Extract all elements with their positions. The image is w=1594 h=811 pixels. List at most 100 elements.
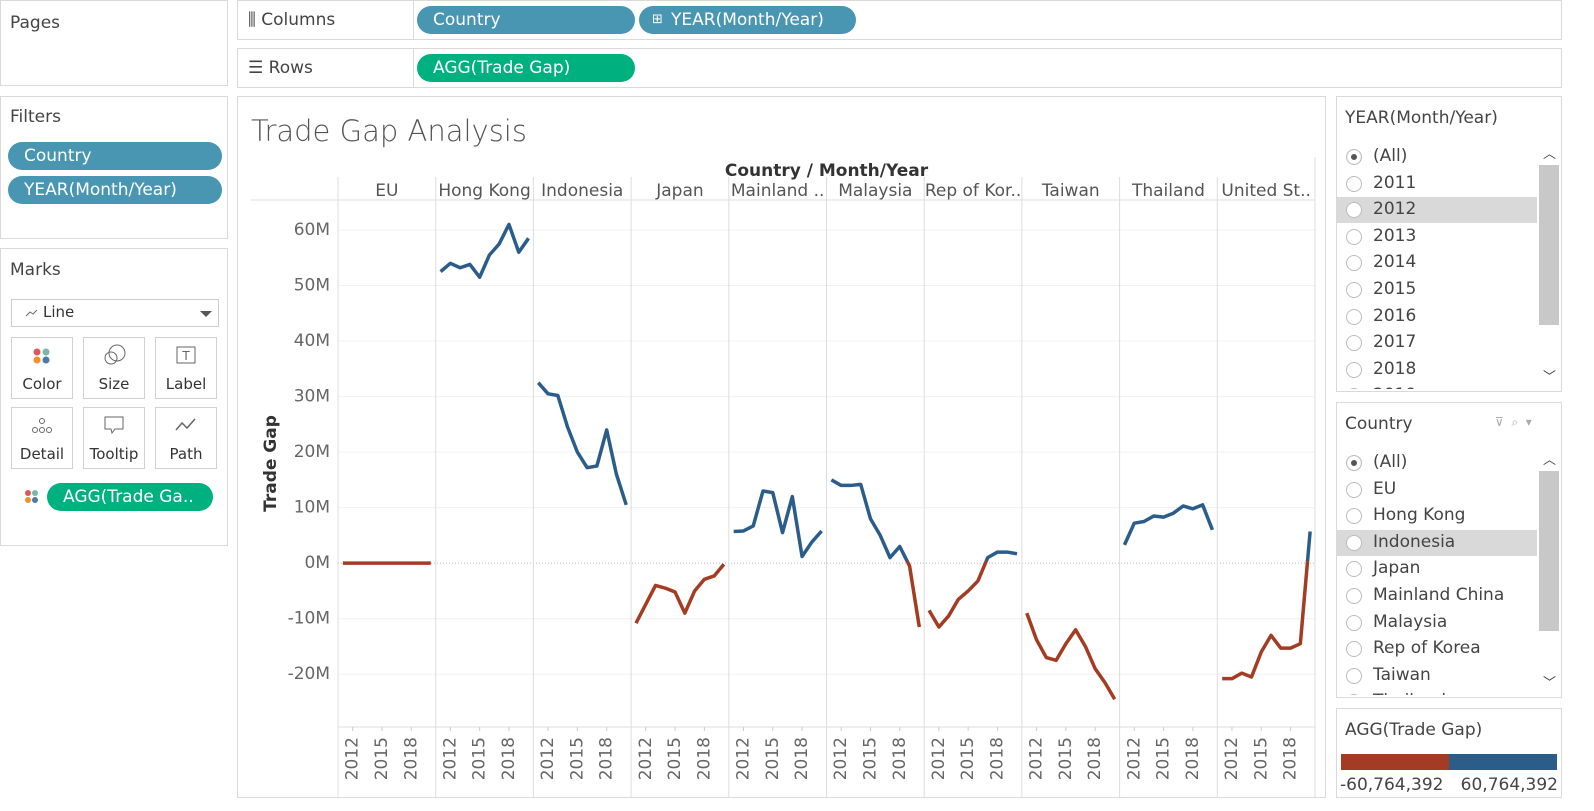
filter-item[interactable]: 2018	[1373, 358, 1417, 379]
y-tick-label: 0M	[305, 553, 330, 573]
radio-button[interactable]	[1346, 388, 1362, 389]
x-tick-label: 2018	[890, 737, 910, 780]
button-label: Color	[22, 375, 62, 393]
shelf-pill[interactable]: YEAR(Month/Year)	[639, 6, 856, 34]
x-tick-label: 2015	[1251, 737, 1271, 780]
filter-item[interactable]: 2019	[1373, 385, 1416, 389]
legend-max: 60,764,392	[1460, 775, 1558, 795]
radio-button[interactable]	[1346, 175, 1362, 192]
trade-gap-line	[536, 381, 628, 506]
panel-title: Filters	[10, 107, 61, 127]
x-tick-label: 2015	[372, 737, 392, 780]
radio-button[interactable]	[1346, 149, 1362, 165]
trade-gap-line	[634, 563, 726, 624]
scrollbar[interactable]: ︿ ﹀	[1539, 447, 1559, 695]
radio-button[interactable]	[1346, 694, 1362, 695]
divider	[413, 49, 414, 87]
radio-button[interactable]	[1346, 561, 1362, 578]
marks-button[interactable]: Detail	[11, 407, 73, 469]
radio-button[interactable]	[1346, 255, 1362, 272]
pane-header: Indonesia	[541, 181, 623, 201]
marks-button[interactable]: Tooltip	[83, 407, 145, 469]
hover-highlight	[1337, 197, 1537, 224]
filter-item[interactable]: Thailand	[1373, 691, 1446, 695]
radio-button[interactable]	[1346, 641, 1362, 658]
y-tick-label: -10M	[288, 609, 330, 629]
filter-item[interactable]: 2014	[1373, 252, 1417, 273]
radio-button[interactable]	[1346, 202, 1362, 219]
x-tick-label: 2015	[763, 737, 783, 780]
scrollbar[interactable]: ︿ ﹀	[1539, 141, 1559, 389]
x-tick-label: 2018	[987, 737, 1007, 780]
x-tick-label: 2018	[1183, 737, 1203, 780]
label-icon: T	[176, 346, 196, 364]
country-filter-card: Country ⊽ ⌕ ▾ (All) EU Hong Kong Indonesia J…	[1336, 402, 1562, 698]
button-label: Size	[98, 375, 130, 393]
legend-title: AGG(Trade Gap)	[1345, 720, 1483, 740]
radio-button[interactable]	[1346, 228, 1362, 245]
radio-button[interactable]	[1346, 282, 1362, 298]
filter-item[interactable]: Rep of Korea	[1373, 638, 1481, 659]
marks-button[interactable]: Color	[11, 337, 73, 399]
x-tick-label: 2012	[831, 737, 851, 780]
marks-pill[interactable]: AGG(Trade Ga..	[47, 483, 213, 511]
filter-item[interactable]: 2017	[1373, 332, 1417, 353]
pane-header: Thailand	[1131, 181, 1205, 201]
shelf-title: ☰ Rows	[248, 58, 313, 78]
shelf-title-text: Columns	[261, 10, 336, 30]
filter-item[interactable]: Indonesia	[1373, 531, 1456, 552]
path-icon	[175, 418, 196, 431]
radio-button[interactable]	[1346, 508, 1362, 525]
radio-button[interactable]	[1346, 308, 1362, 325]
filter-item[interactable]: 2016	[1373, 305, 1417, 326]
x-tick-label: 2018	[597, 737, 617, 780]
filter-item[interactable]: (All)	[1373, 146, 1408, 166]
y-tick-label: -20M	[288, 664, 330, 684]
trade-gap-line	[439, 222, 530, 279]
marks-button[interactable]: Path	[155, 407, 217, 469]
filter-item[interactable]: Taiwan	[1373, 664, 1431, 685]
radio-button[interactable]	[1346, 588, 1362, 604]
x-tick-label: 2015	[665, 737, 685, 780]
filter-item[interactable]: EU	[1373, 478, 1397, 499]
filter-item[interactable]: Japan	[1373, 558, 1421, 579]
mark-type-dropdown[interactable]: Line	[11, 299, 219, 327]
pane-header: Japan	[655, 181, 703, 201]
filter-pill[interactable]: Country	[8, 142, 222, 170]
filter-item[interactable]: Mainland China	[1373, 585, 1505, 605]
x-tick-label: 2018	[1085, 737, 1105, 780]
panel-title: Pages	[10, 13, 61, 33]
marks-button[interactable]: T Label	[155, 337, 217, 399]
filter-item[interactable]: Hong Kong	[1373, 505, 1466, 526]
radio-button[interactable]	[1346, 335, 1362, 352]
filter-item[interactable]: 2015	[1373, 279, 1417, 299]
radio-button[interactable]	[1346, 455, 1362, 471]
radio-button[interactable]	[1346, 534, 1362, 551]
radio-button[interactable]	[1346, 614, 1362, 631]
chart: Trade Gap Analysis Country / Month/Year Tr…	[251, 114, 1316, 797]
button-label: Label	[165, 375, 207, 393]
filter-item[interactable]: 2011	[1373, 172, 1417, 193]
filter-pill[interactable]: YEAR(Month/Year)	[8, 176, 222, 204]
radio-button[interactable]	[1346, 361, 1362, 378]
columns-shelf: ⫼ Columns Country YEAR(Month/Year) ⊞	[237, 0, 1562, 40]
filter-item[interactable]: (All)	[1373, 452, 1408, 472]
hover-highlight	[1337, 529, 1537, 556]
shelf-pill[interactable]: Country	[417, 6, 635, 34]
filter-item[interactable]: Malaysia	[1373, 611, 1448, 632]
color-icon	[33, 348, 50, 364]
filter-item[interactable]: 2012	[1373, 199, 1417, 220]
x-tick-label: 2012	[343, 737, 363, 780]
x-tick-label: 2012	[929, 737, 949, 780]
radio-button[interactable]	[1346, 481, 1362, 498]
trade-gap-line	[830, 478, 922, 628]
pane-header: Taiwan	[1041, 181, 1100, 201]
radio-button[interactable]	[1346, 667, 1362, 684]
marks-button[interactable]: Size	[83, 337, 145, 399]
legend-min: -60,764,392	[1340, 775, 1444, 795]
y-tick-label: 50M	[294, 276, 330, 296]
shelf-pill[interactable]: AGG(Trade Gap)	[417, 54, 635, 82]
card-icons[interactable]: ⊽ ⌕ ▾	[1495, 415, 1532, 429]
filter-item[interactable]: 2013	[1373, 225, 1417, 246]
x-tick-label: 2012	[440, 737, 460, 780]
